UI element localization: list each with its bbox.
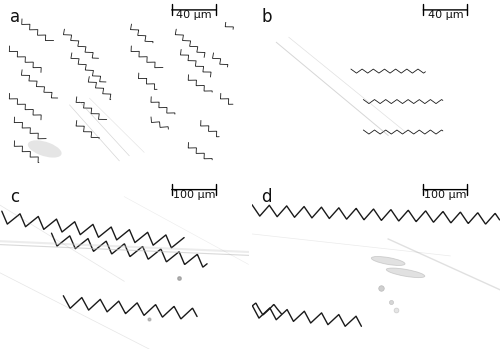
- Bar: [396, 180, 495, 202]
- Ellipse shape: [372, 257, 405, 266]
- Bar: [144, 0, 244, 22]
- Ellipse shape: [28, 140, 62, 158]
- Text: a: a: [10, 8, 20, 27]
- Text: c: c: [10, 188, 19, 206]
- Text: 40 μm: 40 μm: [176, 10, 212, 20]
- Text: 40 μm: 40 μm: [428, 10, 463, 20]
- Text: 100 μm: 100 μm: [172, 190, 215, 200]
- Bar: [144, 180, 244, 202]
- Ellipse shape: [386, 268, 425, 277]
- Bar: [396, 0, 495, 22]
- Text: 100 μm: 100 μm: [424, 190, 467, 200]
- Text: d: d: [262, 188, 272, 206]
- Text: b: b: [262, 8, 272, 27]
